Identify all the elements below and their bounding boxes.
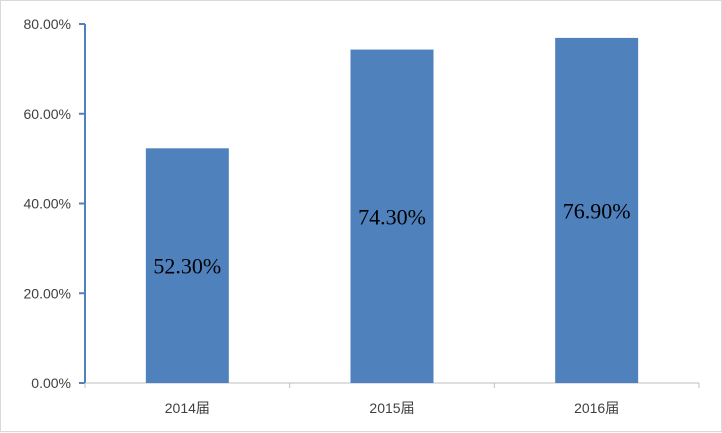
y-tick-label: 0.00% bbox=[31, 375, 71, 391]
data-label: 52.30% bbox=[153, 254, 221, 279]
labels-group: 2014届 52.30% 2015届 74.30% 2016届 76.90% bbox=[153, 198, 630, 416]
y-tick-label: 60.00% bbox=[24, 106, 71, 122]
x-tick-label: 2016届 bbox=[574, 400, 619, 416]
data-label: 74.30% bbox=[358, 204, 426, 229]
x-tick-label: 2015届 bbox=[369, 400, 414, 416]
bar-2016届 bbox=[555, 37, 639, 383]
bar-2015届 bbox=[350, 49, 434, 384]
x-tick-label: 2014届 bbox=[165, 400, 210, 416]
y-tick-label: 40.00% bbox=[24, 196, 71, 212]
data-label: 76.90% bbox=[563, 198, 631, 223]
bars-group bbox=[145, 37, 639, 384]
y-tick-label: 80.00% bbox=[24, 16, 71, 32]
y-tick-label: 20.00% bbox=[24, 285, 71, 301]
bar-2014届 bbox=[145, 148, 229, 383]
